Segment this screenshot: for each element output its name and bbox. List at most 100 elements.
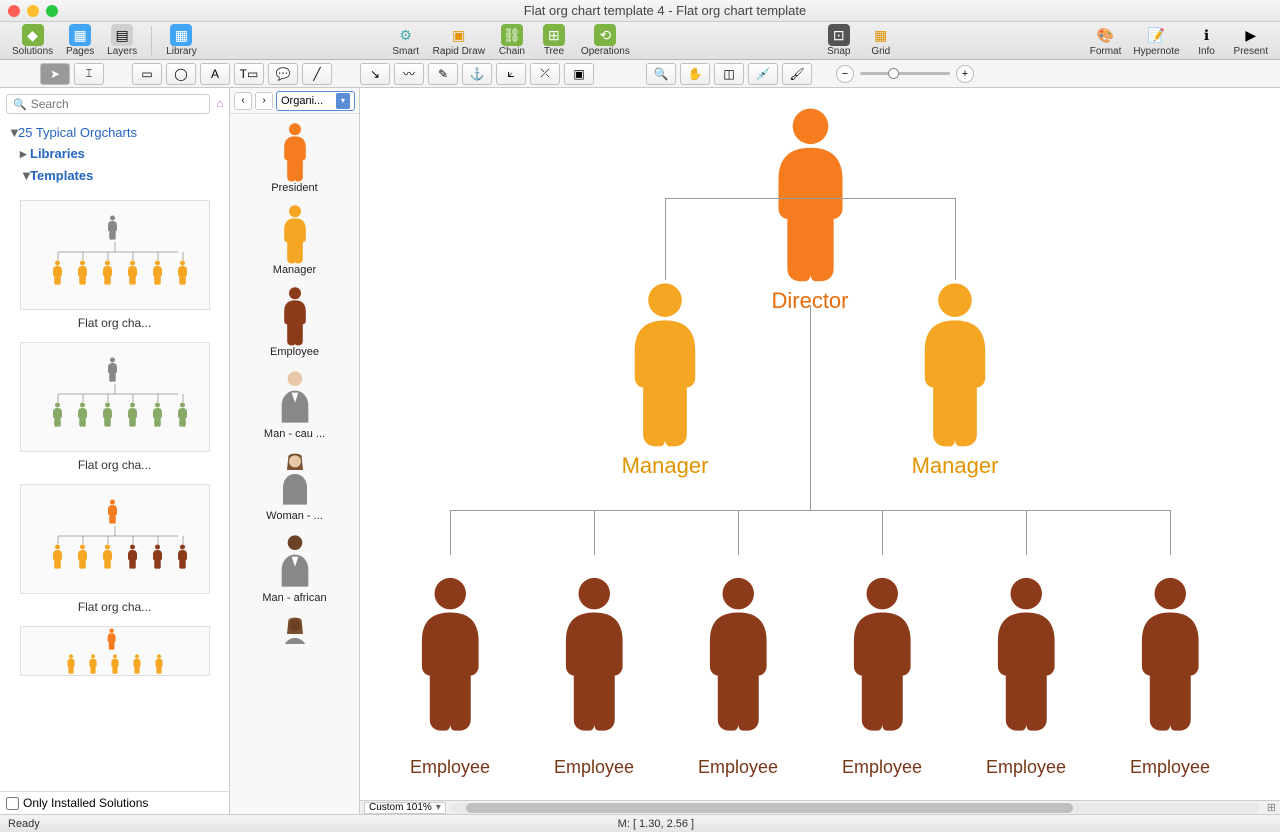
only-installed-label: Only Installed Solutions — [23, 796, 148, 810]
shape-thumbnail — [275, 286, 315, 342]
shapes-list: President Manager Employee Man - cau ...… — [230, 114, 359, 814]
format-button[interactable]: 🎨Format — [1084, 22, 1128, 59]
library-button[interactable]: ▦Library — [160, 22, 203, 59]
lasso-tool[interactable]: ◫ — [714, 63, 744, 85]
org-node-e3[interactable]: Employee — [686, 555, 791, 778]
org-node-e5[interactable]: Employee — [974, 555, 1079, 778]
shape-item[interactable]: Woman - ... — [234, 450, 355, 522]
shape-label: Manager — [234, 264, 355, 276]
info-button[interactable]: ℹInfo — [1186, 22, 1228, 59]
template-item[interactable]: Flat org cha... — [10, 484, 219, 614]
org-node-label: Employee — [686, 757, 791, 778]
only-installed-input[interactable] — [6, 797, 19, 810]
solutions-panel: 🔍 ⌂ ▼25 Typical Orgcharts ▸Libraries ▼Te… — [0, 88, 230, 814]
close-icon[interactable] — [8, 5, 20, 17]
org-node-e2[interactable]: Employee — [542, 555, 647, 778]
search-icon: 🔍 — [13, 98, 27, 111]
operations-button[interactable]: ⟲Operations — [575, 22, 636, 59]
anchor-tool[interactable]: ⚓ — [462, 63, 492, 85]
template-item[interactable]: Flat org cha... — [10, 342, 219, 472]
shape-item[interactable]: Employee — [234, 286, 355, 358]
connector-line — [450, 510, 1170, 511]
canvas-scrollbar[interactable]: Custom 101% ▾ ⊞ — [360, 800, 1280, 814]
eyedropper-tool[interactable]: 💉 — [748, 63, 778, 85]
line-tool[interactable]: ╱ — [302, 63, 332, 85]
shapes-dropdown-label: Organi... — [281, 95, 323, 107]
layers-button[interactable]: ▤Layers — [101, 22, 143, 59]
connector-tool[interactable]: ⟀ — [496, 63, 526, 85]
org-node-director[interactable]: Director — [745, 105, 875, 314]
curve-tool[interactable]: 〰 — [394, 63, 424, 85]
org-node-label: Employee — [1118, 757, 1223, 778]
tree-libraries[interactable]: ▸Libraries — [8, 143, 221, 165]
connector-line — [810, 305, 811, 502]
scrollbar-thumb[interactable] — [466, 803, 1073, 813]
only-installed-checkbox[interactable]: Only Installed Solutions — [0, 791, 229, 814]
shape-connector-tool[interactable]: ⤫ — [530, 63, 560, 85]
callout-tool[interactable]: 💬 — [268, 63, 298, 85]
org-node-label: Manager — [605, 453, 725, 479]
shapes-forward-button[interactable]: › — [255, 92, 273, 110]
rect-tool[interactable]: ▭ — [132, 63, 162, 85]
zoom-tool[interactable]: 🔍 — [646, 63, 676, 85]
zoom-slider[interactable]: − + — [836, 65, 974, 83]
arc-tool[interactable]: ↘ — [360, 63, 390, 85]
org-node-e4[interactable]: Employee — [830, 555, 935, 778]
shape-thumbnail — [275, 122, 315, 178]
hypernote-button[interactable]: 📝Hypernote — [1127, 22, 1185, 59]
hand-tool[interactable]: ✋ — [680, 63, 710, 85]
shape-item[interactable]: President — [234, 122, 355, 194]
home-icon[interactable]: ⌂ — [216, 98, 223, 110]
smart-button[interactable]: ⚙Smart — [385, 22, 427, 59]
org-node-mgr1[interactable]: Manager — [605, 280, 725, 479]
tree-templates[interactable]: ▼Templates — [8, 165, 221, 186]
shapes-category-dropdown[interactable]: Organi... ▾ — [276, 91, 355, 111]
chain-button[interactable]: ⛓Chain — [491, 22, 533, 59]
template-item[interactable] — [10, 626, 219, 676]
canvas-wrap: Director Manager Manager Employee Employ… — [360, 88, 1280, 814]
tree-button[interactable]: ⊞Tree — [533, 22, 575, 59]
pen-tool[interactable]: ✎ — [428, 63, 458, 85]
present-button[interactable]: ▶Present — [1228, 22, 1274, 59]
template-item[interactable]: Flat org cha... — [10, 200, 219, 330]
zoom-out-icon[interactable]: − — [836, 65, 854, 83]
minimize-icon[interactable] — [27, 5, 39, 17]
solutions-button[interactable]: ◆Solutions — [6, 22, 59, 59]
rapid-draw-button[interactable]: ▣Rapid Draw — [427, 22, 491, 59]
pages-button[interactable]: ▦Pages — [59, 22, 101, 59]
shape-item[interactable] — [234, 614, 355, 644]
connector-line — [955, 198, 956, 280]
scrollbar-track[interactable] — [450, 803, 1259, 813]
org-node-mgr2[interactable]: Manager — [895, 280, 1015, 479]
grid-button[interactable]: ▦Grid — [860, 22, 902, 59]
template-thumbnail — [20, 200, 210, 310]
shape-thumbnail — [275, 532, 315, 588]
canvas[interactable]: Director Manager Manager Employee Employ… — [360, 88, 1280, 800]
pointer-tool[interactable]: ➤ — [40, 63, 70, 85]
shapes-back-button[interactable]: ‹ — [234, 92, 252, 110]
template-thumbnail — [20, 626, 210, 676]
status-ready: Ready — [8, 818, 40, 830]
search-input[interactable] — [31, 97, 204, 111]
textbox-tool[interactable]: T▭ — [234, 63, 264, 85]
shape-thumbnail — [275, 450, 315, 506]
org-node-e6[interactable]: Employee — [1118, 555, 1223, 778]
shape-item[interactable]: Man - cau ... — [234, 368, 355, 440]
canvas-corner-icon[interactable]: ⊞ — [1267, 801, 1276, 814]
shape-thumbnail — [275, 204, 315, 260]
zoom-select[interactable]: Custom 101% ▾ — [364, 802, 446, 814]
ellipse-tool[interactable]: ◯ — [166, 63, 196, 85]
shape-item[interactable]: Manager — [234, 204, 355, 276]
shape-item[interactable]: Man - african — [234, 532, 355, 604]
snap-button[interactable]: ⊡Snap — [818, 22, 860, 59]
container-tool[interactable]: ▣ — [564, 63, 594, 85]
maximize-icon[interactable] — [46, 5, 58, 17]
org-node-label: Employee — [974, 757, 1079, 778]
tree-root[interactable]: ▼25 Typical Orgcharts — [8, 122, 221, 143]
text-select-tool[interactable]: ⌶ — [74, 63, 104, 85]
zoom-in-icon[interactable]: + — [956, 65, 974, 83]
org-node-e1[interactable]: Employee — [398, 555, 503, 778]
text-tool[interactable]: A — [200, 63, 230, 85]
search-box[interactable]: 🔍 — [6, 94, 210, 114]
brush-tool[interactable]: 🖌 — [782, 63, 812, 85]
